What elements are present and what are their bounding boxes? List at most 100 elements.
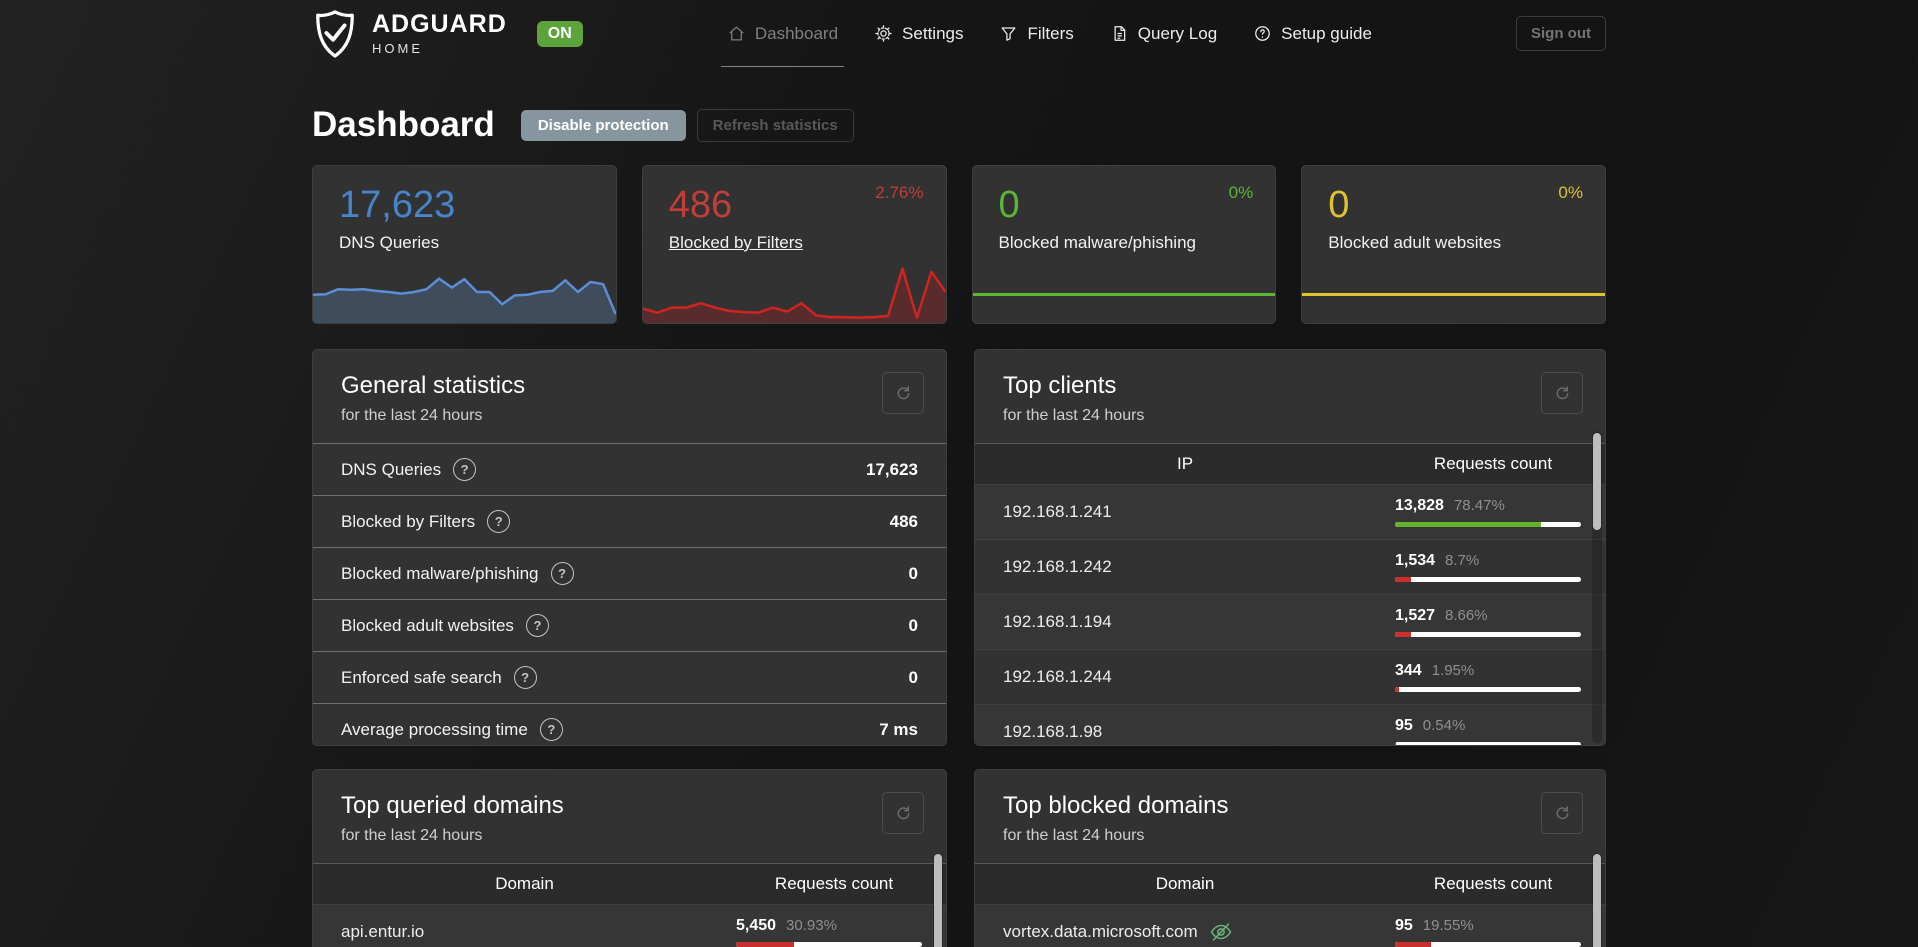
- stat-card-blocked-adult-websites: 0 Blocked adult websites 0%: [1301, 165, 1606, 324]
- stat-row-label: Blocked malware/phishing: [341, 563, 539, 583]
- dashboard-page: Dashboard Disable protection Refresh sta…: [312, 67, 1606, 947]
- column-header-requests: Requests count: [1433, 454, 1553, 473]
- question-circle-icon[interactable]: ?: [550, 562, 574, 585]
- row-key: vortex.data.microsoft.com: [1003, 922, 1198, 941]
- stat-row-label: DNS Queries: [341, 459, 442, 479]
- doc-icon: [1110, 24, 1129, 43]
- row-key: 192.168.1.242: [1003, 557, 1112, 576]
- table-row: 192.168.1.244 344 1.95%: [975, 650, 1605, 705]
- scrollbar: [1592, 853, 1602, 947]
- table-header: Domain Requests count: [975, 863, 1605, 905]
- question-circle-icon[interactable]: ?: [487, 510, 511, 533]
- general-stat-row: DNS Queries ? 17,623: [313, 443, 946, 495]
- refresh-icon: [1553, 804, 1572, 823]
- panel-title: Top blocked domains: [1003, 792, 1229, 819]
- sparkline-chart: [313, 261, 616, 323]
- top-nav: ADGUARD HOME ON Dashboard Settings Filte…: [0, 0, 1918, 67]
- requests-percent: 8.7%: [1445, 552, 1480, 569]
- stat-card-label: Blocked adult websites: [1328, 232, 1502, 252]
- requests-count: 1,534: [1395, 552, 1436, 569]
- table-row: 192.168.1.98 95 0.54%: [975, 705, 1605, 745]
- stat-row-label: Enforced safe search: [341, 667, 502, 687]
- stat-card-label[interactable]: Blocked by Filters: [668, 232, 803, 252]
- requests-bar: [736, 942, 922, 947]
- stat-row-value: 17,623: [866, 459, 918, 479]
- refresh-button[interactable]: [882, 792, 924, 834]
- panel-subtitle: for the last 24 hours: [1003, 407, 1145, 424]
- table-row: 192.168.1.194 1,527 8.66%: [975, 595, 1605, 650]
- stat-card-percent: 0%: [1228, 183, 1254, 202]
- stat-card-label: Blocked malware/phishing: [998, 232, 1197, 252]
- requests-bar: [1395, 687, 1581, 692]
- scrollbar-thumb[interactable]: [934, 854, 942, 947]
- requests-bar: [1395, 632, 1581, 637]
- table-row: api.entur.io 5,450 30.93%: [313, 905, 946, 947]
- requests-bar: [1395, 522, 1581, 527]
- stat-row-value: 0: [908, 667, 918, 687]
- stat-card-value: 0: [1328, 184, 1350, 226]
- adguard-home-logo[interactable]: ADGUARD HOME ON: [312, 9, 583, 59]
- panel-title: Top clients: [1003, 372, 1117, 399]
- scrollbar: [933, 853, 943, 947]
- refresh-icon: [894, 804, 913, 823]
- general-stat-row: Blocked by Filters ? 486: [313, 495, 946, 547]
- panel-subtitle: for the last 24 hours: [341, 407, 483, 424]
- question-circle-icon[interactable]: ?: [453, 458, 477, 481]
- shield-check-icon: [312, 9, 358, 59]
- requests-percent: 1.95%: [1431, 662, 1475, 679]
- nav-item-filters[interactable]: Filters: [999, 0, 1074, 67]
- nav-item-query-log[interactable]: Query Log: [1110, 0, 1217, 67]
- nav-item-setup-guide[interactable]: Setup guide: [1253, 0, 1372, 67]
- table-row: vortex.data.microsoft.com 95 19.55%: [975, 905, 1605, 947]
- column-header-requests: Requests count: [1433, 874, 1553, 893]
- disable-protection-button[interactable]: Disable protection: [520, 109, 686, 141]
- stat-row-label: Blocked adult websites: [341, 615, 514, 635]
- general-stat-row: Average processing time ? 7 ms: [313, 703, 946, 745]
- column-header-ip: IP: [1176, 454, 1194, 473]
- scrollbar-thumb[interactable]: [1593, 433, 1601, 530]
- requests-percent: 0.54%: [1422, 717, 1466, 734]
- refresh-button[interactable]: [1541, 792, 1583, 834]
- general-statistics-panel: General statistics for the last 24 hours…: [312, 349, 947, 746]
- question-circle-icon[interactable]: ?: [525, 614, 549, 637]
- help-icon: [1253, 24, 1272, 43]
- brand-name: ADGUARD: [372, 9, 507, 38]
- row-key: 192.168.1.98: [1003, 722, 1103, 741]
- stat-cards-row: 17,623 DNS Queries 486 Blocked by Filter…: [312, 165, 1606, 324]
- question-circle-icon[interactable]: ?: [513, 666, 537, 689]
- requests-percent: 30.93%: [786, 917, 837, 934]
- table-header: Domain Requests count: [313, 863, 946, 905]
- nav-menu: Dashboard Settings Filters Query Log Set…: [720, 0, 1372, 67]
- requests-count: 13,828: [1395, 497, 1444, 514]
- row-key: 192.168.1.241: [1003, 502, 1112, 521]
- refresh-icon: [894, 384, 913, 403]
- refresh-button[interactable]: [1541, 372, 1583, 414]
- top-blocked-domains-panel: Top blocked domains for the last 24 hour…: [974, 769, 1606, 947]
- stat-card-percent: 0%: [1558, 183, 1583, 202]
- stat-card-blocked-by-filters: 486 Blocked by Filters 2.76%: [641, 165, 947, 324]
- stat-card-value: 0: [998, 184, 1020, 226]
- scrollbar: [1592, 431, 1602, 743]
- column-header-domain: Domain: [495, 874, 554, 893]
- refresh-button[interactable]: [882, 372, 924, 414]
- requests-percent: 78.47%: [1453, 497, 1505, 514]
- top-clients-panel: Top clients for the last 24 hours IP Req…: [974, 349, 1606, 746]
- table-row: 192.168.1.242 1,534 8.7%: [975, 540, 1605, 595]
- stat-card-percent: 2.76%: [875, 183, 924, 202]
- protection-status-badge: ON: [536, 20, 583, 47]
- refresh-icon: [1553, 384, 1572, 403]
- stat-row-value: 0: [908, 563, 918, 583]
- general-stat-row: Enforced safe search ? 0: [313, 651, 946, 703]
- scrollbar-thumb[interactable]: [1593, 854, 1601, 947]
- stat-row-label: Blocked by Filters: [341, 511, 476, 531]
- requests-count: 95: [1395, 917, 1413, 934]
- nav-item-dashboard[interactable]: Dashboard: [720, 0, 845, 67]
- stat-row-value: 486: [889, 511, 918, 531]
- sign-out-button[interactable]: Sign out: [1516, 16, 1606, 51]
- nav-item-settings[interactable]: Settings: [874, 0, 963, 67]
- question-circle-icon[interactable]: ?: [539, 718, 563, 741]
- requests-count: 95: [1395, 717, 1413, 734]
- requests-count: 5,450: [736, 917, 777, 934]
- refresh-statistics-button[interactable]: Refresh statistics: [696, 108, 854, 142]
- requests-count: 1,527: [1395, 607, 1436, 624]
